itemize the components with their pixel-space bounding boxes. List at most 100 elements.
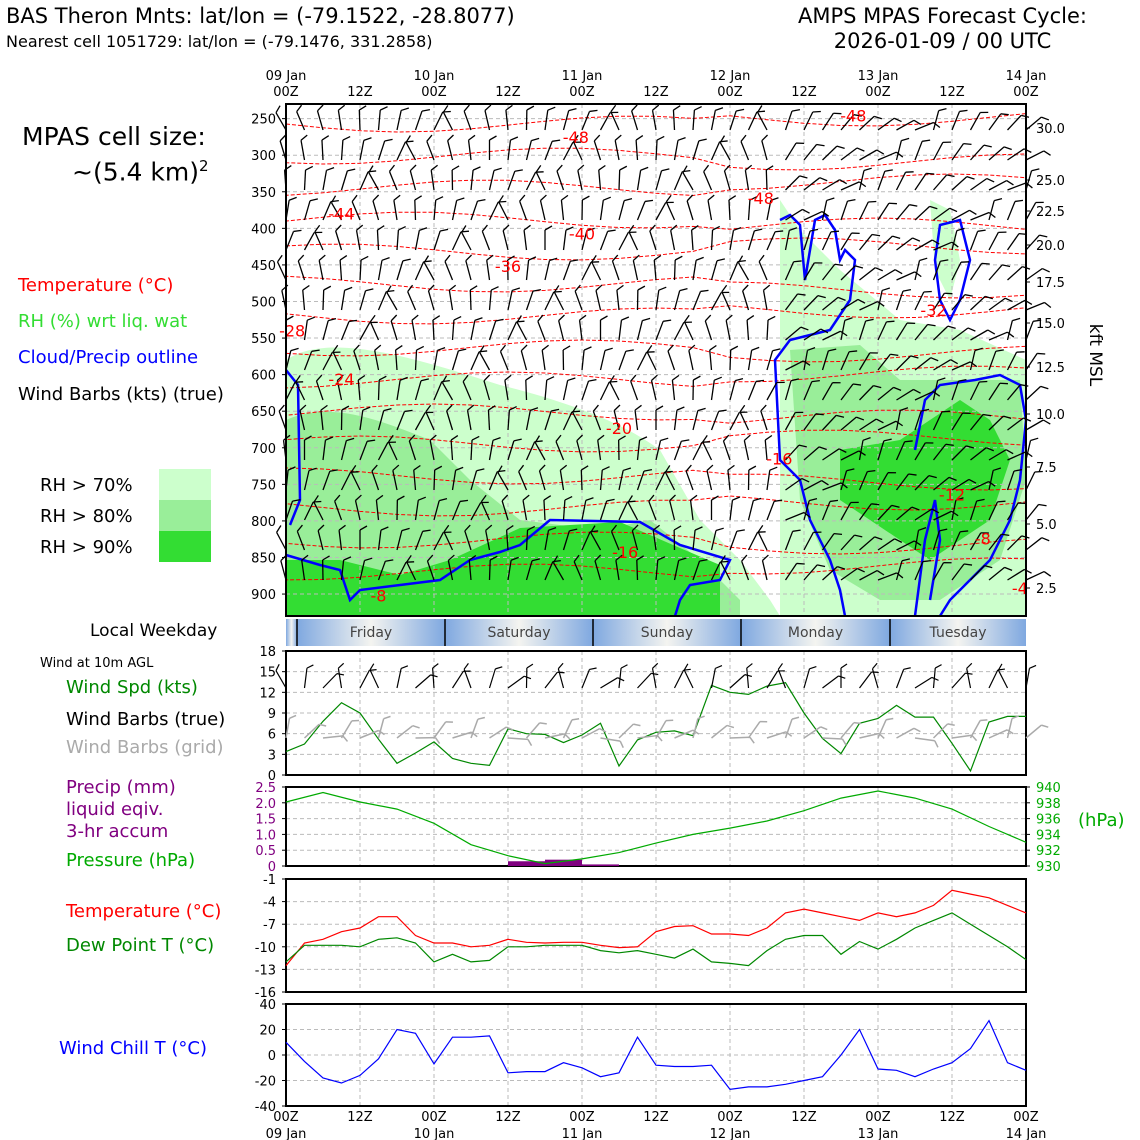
- wind-barb-flag: [556, 164, 563, 172]
- wind-barb-shaft: [1025, 301, 1045, 311]
- wind-barb-flag: [902, 288, 912, 292]
- wind-barb: [591, 254, 602, 281]
- wind-barb-flag: [718, 409, 727, 412]
- wind-barb-shaft: [859, 115, 875, 131]
- wind-barb-shaft: [970, 480, 989, 491]
- wind-barb-flag: [564, 495, 573, 501]
- wind-barb: [858, 233, 881, 251]
- wind-barb: [525, 256, 537, 281]
- wind-barb-flag: [652, 662, 659, 669]
- temperature-contour-label: -20: [606, 419, 632, 438]
- wind-barb: [396, 376, 408, 401]
- wind-barb-shaft: [840, 502, 852, 521]
- wind-barb-shaft: [951, 380, 960, 401]
- wind-barb: [747, 346, 760, 371]
- wind-barb: [353, 344, 361, 371]
- wind-barb: [539, 194, 547, 221]
- wind-barb-flag: [725, 314, 733, 321]
- wind-barb-flag: [981, 262, 990, 265]
- wind-barb: [685, 464, 694, 491]
- wind-barb: [636, 436, 648, 461]
- wind-barb-shaft: [562, 411, 573, 431]
- wind-barb-flag: [732, 496, 741, 501]
- wind-barb-flag: [809, 666, 817, 670]
- wind-barb-shaft: [710, 561, 721, 581]
- wind-barb: [821, 112, 842, 131]
- wind-barb-shaft: [670, 230, 676, 251]
- wind-barb-flag: [451, 165, 460, 171]
- wind-barb-flag: [378, 729, 385, 736]
- wind-barb: [932, 108, 947, 131]
- wind-barb: [821, 263, 843, 281]
- temperature-contour-label: -36: [495, 257, 521, 276]
- wind-barb-flag: [604, 347, 613, 352]
- wind-barb-shaft: [578, 320, 583, 341]
- wind-barb-shaft: [686, 200, 694, 221]
- wind-barb: [479, 345, 491, 371]
- wind-barb: [1025, 234, 1048, 251]
- wind-barb: [706, 464, 714, 491]
- wind-barb: [648, 494, 657, 521]
- wind-barb-shaft: [784, 380, 792, 401]
- wind-barb-shaft: [552, 562, 565, 581]
- wind-barb-flag: [925, 442, 934, 444]
- wind-barb-shaft: [692, 410, 699, 431]
- weekday-name: Tuesday: [929, 625, 987, 641]
- wind-barb-flag: [557, 671, 565, 674]
- wind-barb: [377, 256, 390, 281]
- wind-barb-shaft: [396, 260, 404, 281]
- wind-barb-shaft: [396, 230, 400, 251]
- wind-barb-flag: [997, 500, 1006, 503]
- wind-barb: [314, 224, 324, 251]
- wind-barb-shaft: [803, 144, 818, 161]
- wind-barb-shaft: [285, 231, 295, 251]
- wind-barb: [576, 434, 584, 461]
- wind-barb-shaft: [581, 380, 590, 401]
- wind-barb: [720, 555, 731, 581]
- wind-barb-flag: [868, 200, 877, 203]
- wind-barb: [895, 407, 909, 431]
- wind-barb-shaft: [761, 140, 768, 161]
- wind-barb-shaft: [988, 566, 1005, 581]
- temperature-contour-label: -4: [1012, 579, 1028, 598]
- wind-barb-flag: [530, 407, 539, 411]
- wind-barb-flag: [933, 121, 941, 129]
- wind-barb: [895, 171, 914, 191]
- wind-barb: [688, 344, 696, 371]
- wind-barb-true: [488, 666, 503, 689]
- wind-barb-shaft: [747, 350, 753, 371]
- wind-barb-shaft: [858, 471, 868, 491]
- wind-barb-shaft: [914, 121, 934, 131]
- wind-barb-true: [822, 675, 846, 689]
- wind-barb-flag: [932, 391, 941, 397]
- wind-barb-shaft: [322, 470, 331, 491]
- wind-barb: [470, 435, 480, 461]
- wind-barb-flag: [649, 224, 656, 232]
- wind-barb-flag: [336, 673, 345, 676]
- wind-barb-flag: [579, 314, 587, 321]
- wind-barb-true: [507, 675, 532, 689]
- wind-barb-flag: [853, 721, 862, 725]
- wind-barb-flag: [1005, 449, 1014, 455]
- wind-barb-shaft: [507, 290, 513, 311]
- wind-barb-flag: [903, 667, 911, 670]
- panel-tick-label: 0: [268, 769, 276, 784]
- wind-barb: [562, 377, 576, 401]
- wind-barb-flag: [931, 239, 940, 245]
- wind-barb-shaft: [488, 170, 495, 191]
- wind-barb: [562, 259, 579, 281]
- wind-barb-flag: [1016, 351, 1025, 353]
- wind-barb: [322, 469, 338, 491]
- wind-barb-shaft: [803, 210, 823, 221]
- wind-barb-shaft: [637, 672, 652, 689]
- wind-barb-shaft: [723, 170, 731, 191]
- wind-barb: [299, 404, 307, 431]
- wind-barb: [525, 375, 534, 401]
- wind-barb-shaft: [988, 669, 999, 689]
- wind-barb-flag: [505, 104, 513, 111]
- wind-barb: [896, 271, 922, 281]
- wind-barb-flag: [535, 164, 542, 173]
- wind-barb-shaft: [501, 500, 509, 521]
- wind-barb-flag: [377, 225, 385, 231]
- wind-barb: [914, 408, 930, 431]
